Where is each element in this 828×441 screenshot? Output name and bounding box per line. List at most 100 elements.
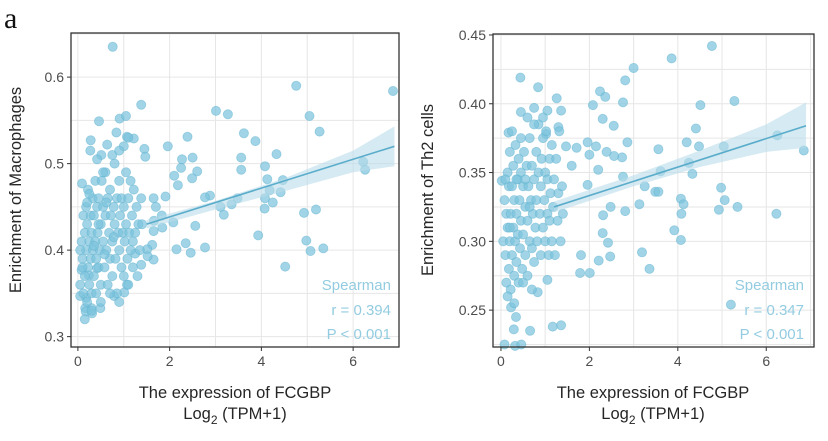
y-tick-label: 0.35 — [459, 165, 486, 181]
data-point — [105, 184, 116, 195]
data-point — [121, 167, 132, 178]
data-point — [99, 249, 110, 260]
data-point — [107, 271, 118, 282]
data-point — [598, 210, 609, 221]
data-point — [587, 100, 598, 111]
data-point — [510, 311, 521, 322]
y-axis-title: Enrichment of Th2 cells — [419, 104, 437, 276]
data-point — [694, 141, 705, 152]
data-point — [91, 288, 102, 299]
data-point — [508, 324, 519, 335]
data-point — [653, 186, 664, 197]
data-point — [508, 160, 519, 171]
data-point — [142, 251, 153, 262]
data-point — [121, 219, 132, 230]
data-point — [524, 133, 535, 144]
data-point — [132, 271, 143, 282]
data-point — [108, 232, 119, 243]
unit-suffix: (TPM+1) — [218, 405, 287, 423]
plot-area: 0 2 4 6 0.25 0.30 0.35 0.40 0.45 — [459, 27, 815, 369]
data-point — [511, 256, 522, 267]
data-point — [622, 137, 633, 148]
data-point — [526, 243, 537, 254]
data-point — [732, 201, 743, 212]
data-point — [504, 222, 515, 233]
data-point — [259, 161, 270, 172]
unit-prefix: Log — [601, 405, 629, 423]
data-point — [271, 149, 282, 160]
data-point — [678, 199, 689, 210]
data-point — [690, 123, 701, 134]
data-point — [136, 193, 147, 204]
data-point — [515, 243, 526, 254]
data-point — [136, 259, 147, 270]
data-point — [513, 153, 524, 164]
data-point — [162, 141, 173, 152]
data-point — [236, 164, 247, 175]
y-tick-label: 0.5 — [45, 156, 65, 172]
data-point — [250, 136, 261, 147]
data-point — [600, 91, 611, 102]
data-point — [298, 207, 309, 218]
data-point — [554, 126, 565, 137]
data-point — [566, 160, 577, 171]
data-point — [503, 263, 514, 274]
scatter-panel-th2-cells: 0 2 4 6 0.25 0.30 0.35 0.40 0.45 Enrichment of T… — [419, 27, 815, 427]
regression-line — [553, 125, 807, 208]
data-point — [199, 242, 210, 253]
data-point — [597, 113, 608, 124]
unit-subscript: 2 — [629, 413, 636, 427]
data-point — [79, 271, 90, 282]
data-point — [546, 139, 557, 150]
data-point — [84, 188, 95, 199]
data-point — [628, 63, 639, 74]
data-point — [637, 247, 648, 258]
data-point — [552, 215, 563, 226]
data-point — [514, 195, 525, 206]
stat-p: P < 0.001 — [740, 326, 804, 343]
stat-method: Spearman — [322, 277, 391, 294]
data-point — [666, 53, 677, 64]
data-point — [91, 253, 102, 264]
data-point — [541, 126, 552, 137]
data-point — [653, 144, 664, 155]
x-tick-label: 6 — [349, 353, 357, 369]
data-point — [99, 262, 110, 273]
data-point — [190, 220, 201, 231]
data-point — [681, 137, 692, 148]
data-point — [75, 279, 86, 290]
data-point — [77, 262, 88, 273]
data-point — [557, 181, 568, 192]
data-point — [526, 160, 537, 171]
data-point — [582, 137, 593, 148]
data-point — [95, 296, 106, 307]
data-point — [134, 245, 145, 256]
x-tick-label: 4 — [257, 353, 265, 369]
data-point — [108, 201, 119, 212]
y-tick-label: 0.25 — [459, 302, 486, 318]
y-tick-label: 0.30 — [459, 233, 486, 249]
regression-line — [146, 145, 395, 225]
data-point — [118, 201, 129, 212]
data-point — [609, 150, 620, 161]
stat-method: Spearman — [735, 277, 804, 294]
data-point — [520, 250, 531, 261]
data-point — [122, 253, 133, 264]
data-point — [88, 210, 99, 221]
data-point — [515, 72, 526, 83]
data-point — [210, 105, 221, 116]
data-point — [92, 154, 103, 165]
data-point — [102, 279, 113, 290]
y-tick-label: 0.45 — [459, 27, 486, 43]
data-point — [504, 146, 515, 157]
data-point — [529, 256, 540, 267]
x-axis-title: The expression of FCGBP — [139, 384, 332, 402]
unit-prefix: Log — [183, 405, 211, 423]
data-point — [510, 139, 521, 150]
data-point — [538, 222, 549, 233]
data-point — [687, 168, 698, 179]
data-point — [524, 201, 535, 212]
data-point — [584, 267, 595, 278]
y-tick-label: 0.40 — [459, 96, 486, 112]
